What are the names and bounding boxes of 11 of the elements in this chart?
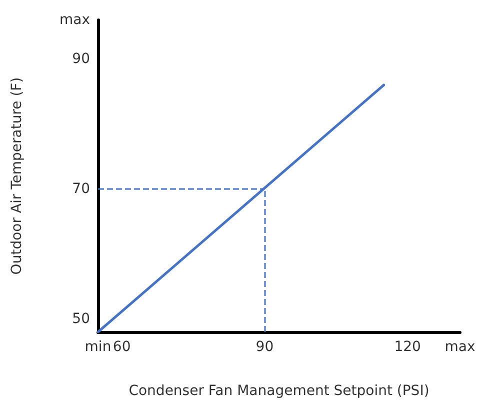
y-tick-label: 90	[72, 51, 90, 67]
y-tick-label: max	[59, 12, 90, 28]
x-tick-label: min	[84, 339, 112, 355]
y-axis-title: Outdoor Air Temperature (F)	[9, 77, 25, 275]
x-tick-label: max	[444, 339, 476, 355]
y-tick-label: 70	[72, 181, 90, 197]
x-tick-label: 90	[256, 339, 274, 355]
x-tick-label: 120	[394, 339, 421, 355]
y-tick-label: 50	[72, 311, 90, 327]
x-tick-label: 60	[112, 339, 131, 355]
x-axis-title: Condenser Fan Management Setpoint (PSI)	[128, 383, 430, 399]
